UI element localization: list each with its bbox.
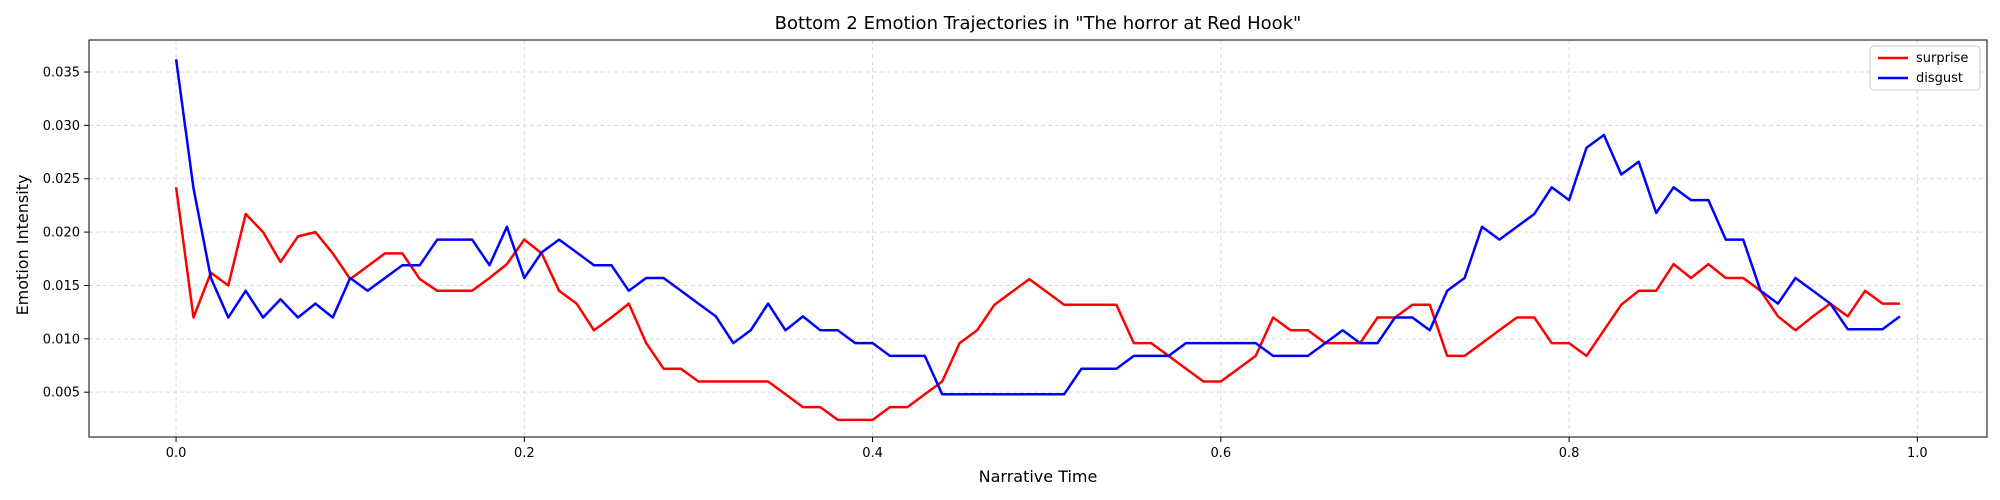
x-tick-label: 0.8 [1559,446,1580,461]
y-tick-label: 0.005 [43,386,80,401]
x-tick-label: 1.0 [1907,446,1928,461]
y-tick-label: 0.035 [43,66,80,81]
legend-label-surprise: surprise [1916,51,1968,66]
y-tick-label: 0.010 [43,332,80,347]
y-tick-label: 0.030 [43,119,80,134]
x-axis-label: Narrative Time [979,467,1098,486]
series-line-disgust [174,59,1901,396]
y-tick-label: 0.015 [43,279,80,294]
legend-label-disgust: disgust [1916,71,1963,86]
plot-frame [88,39,1988,438]
x-tick-label: 0.2 [514,446,535,461]
y-tick-label: 0.020 [43,226,80,241]
series-lines [174,59,1901,422]
legend: surprise disgust [1869,45,1981,91]
x-tick-label: 0.6 [1210,446,1231,461]
y-axis-label: Emotion Intensity [13,175,32,316]
grid [89,40,1987,437]
chart-title: Bottom 2 Emotion Trajectories in "The ho… [775,13,1302,34]
y-tick-label: 0.025 [43,172,80,187]
axis-ticks: 0.0 0.2 0.4 0.6 0.8 1.0 0.005 0.010 0.015 0.020 0.… [43,66,1928,461]
series-line-surprise [174,187,1900,422]
x-tick-label: 0.0 [166,446,187,461]
x-tick-label: 0.4 [862,446,883,461]
